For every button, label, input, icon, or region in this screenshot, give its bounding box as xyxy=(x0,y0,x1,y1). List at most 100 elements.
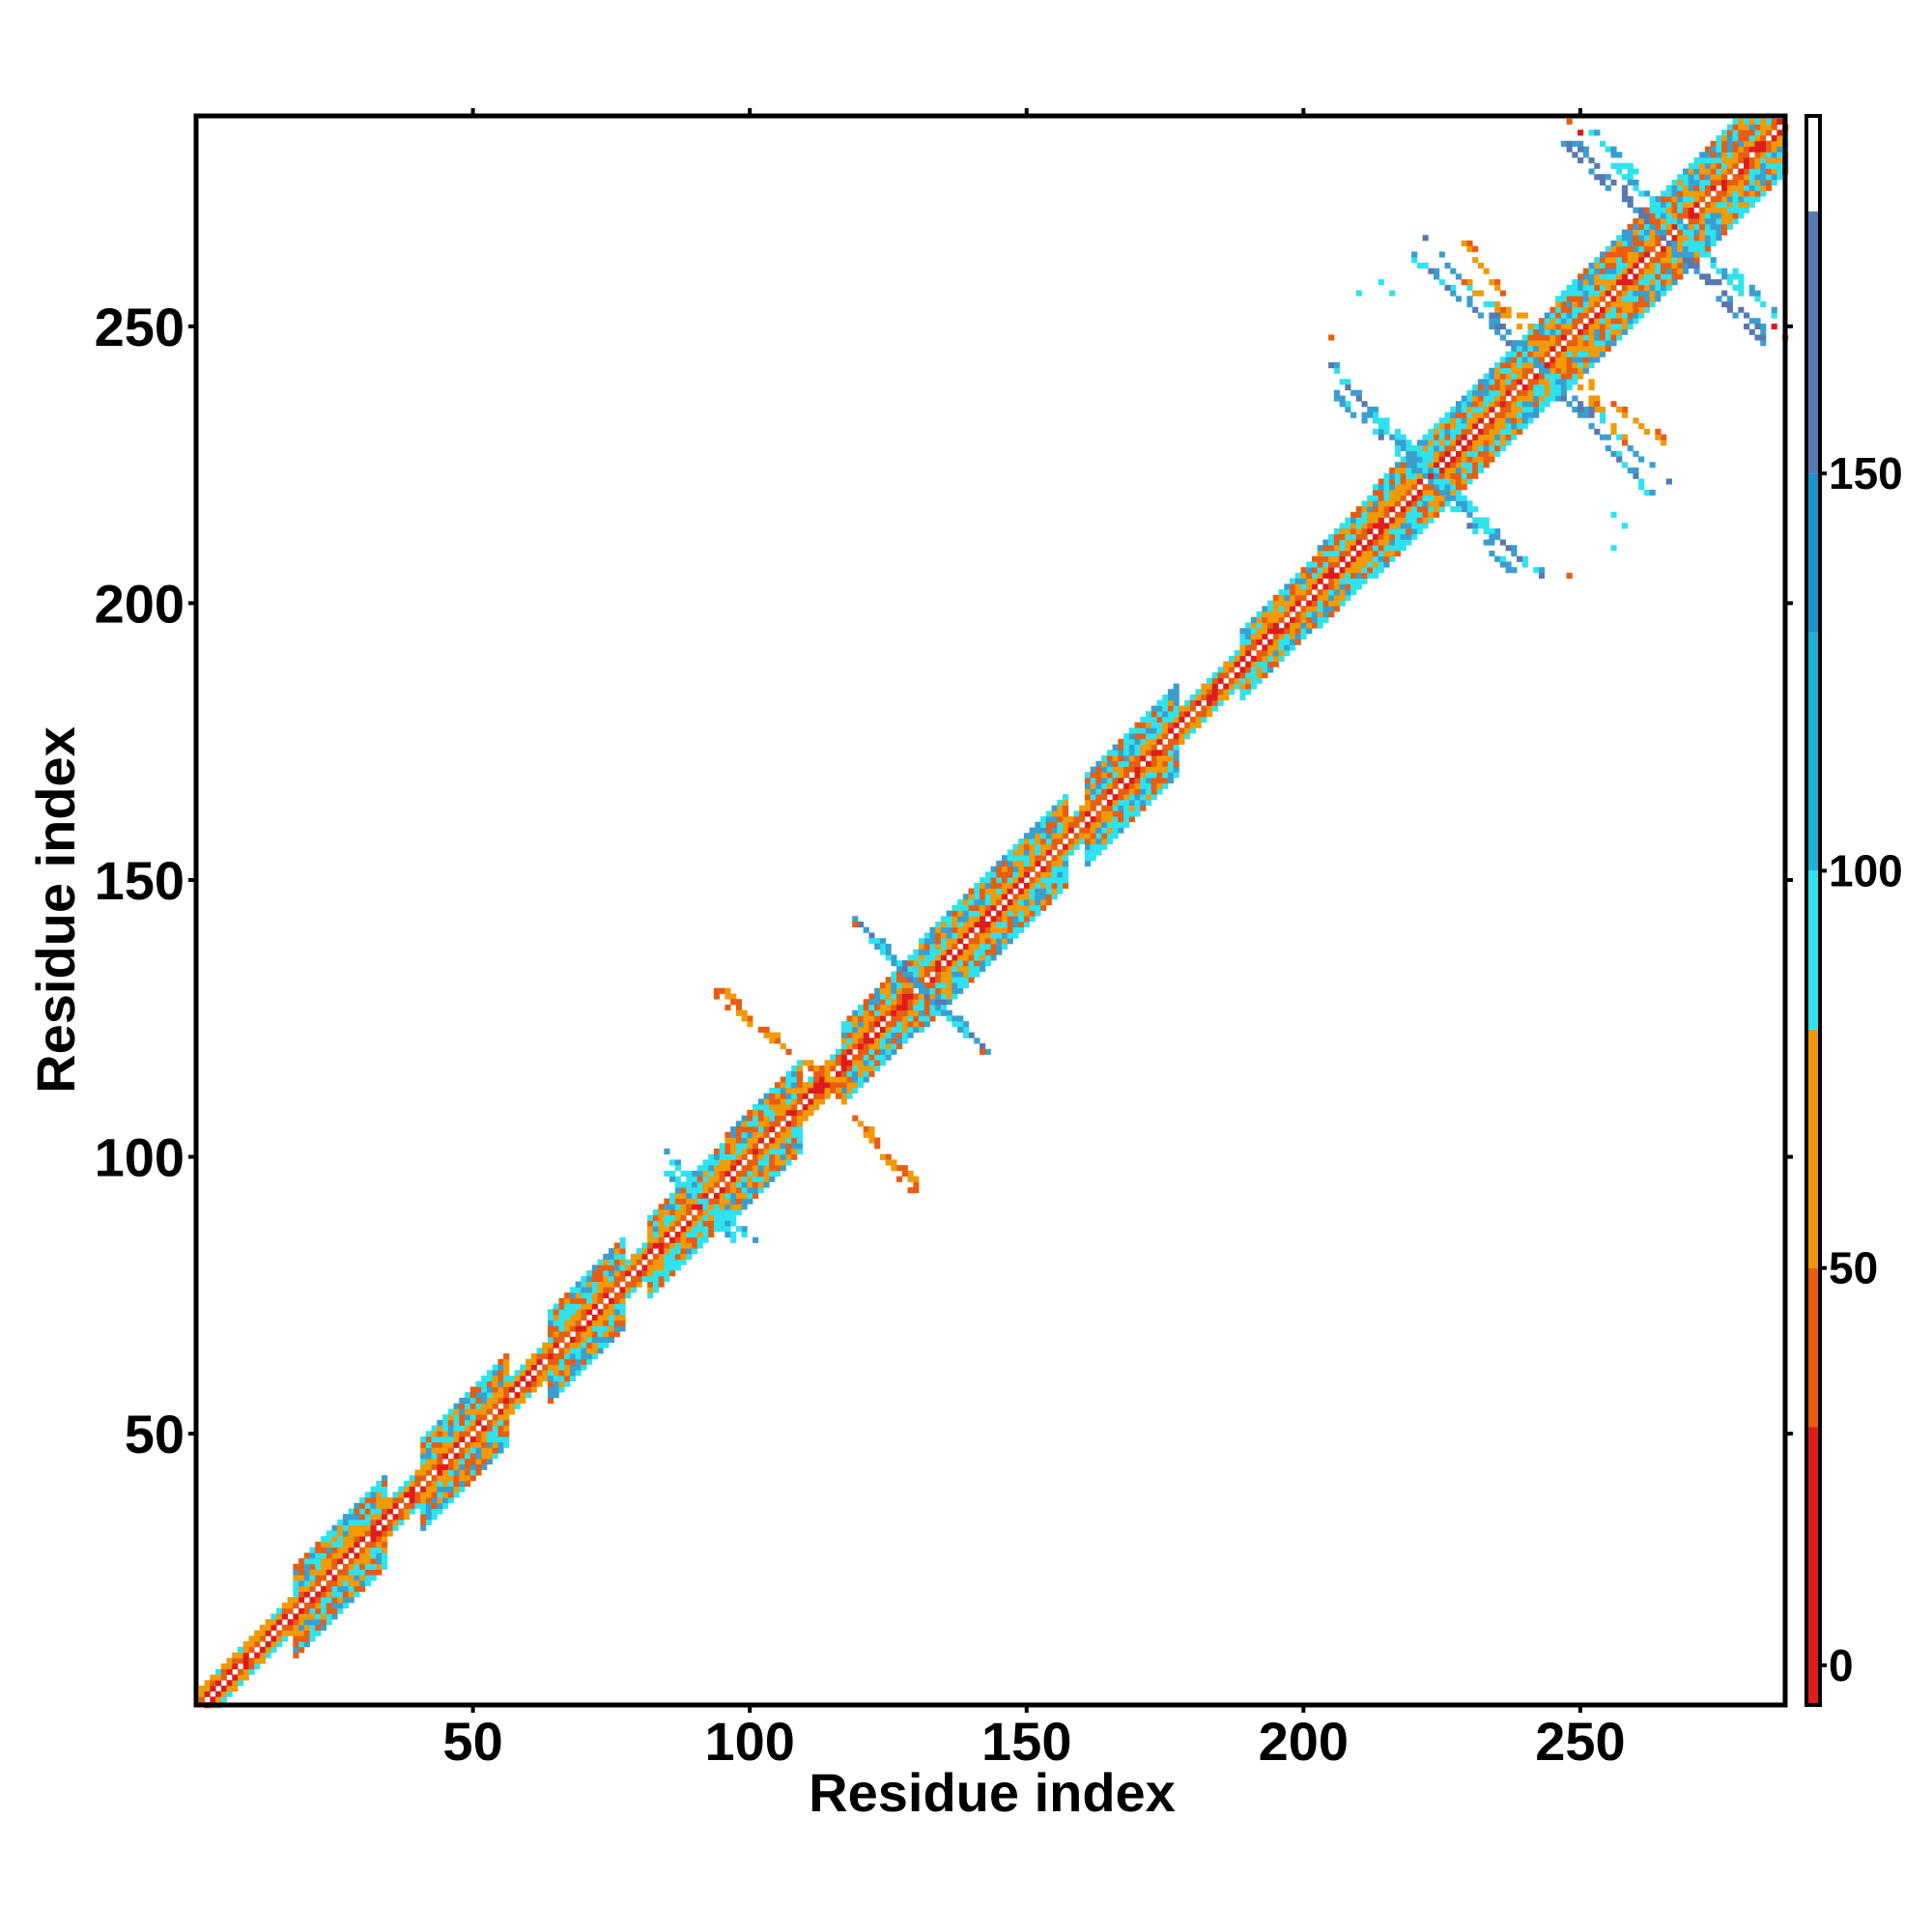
heatmap-cell xyxy=(437,1469,443,1476)
heatmap-cell xyxy=(1594,257,1601,264)
heatmap-cell xyxy=(1118,788,1124,795)
heatmap-cell xyxy=(1012,849,1019,856)
heatmap-cell xyxy=(1012,926,1019,933)
heatmap-cell xyxy=(459,1397,466,1405)
heatmap-cell xyxy=(575,1331,582,1338)
heatmap-cell xyxy=(442,1497,449,1504)
heatmap-cell xyxy=(1023,866,1031,872)
heatmap-cell xyxy=(1499,312,1506,319)
heatmap-cell xyxy=(1544,362,1550,369)
heatmap-cell xyxy=(359,1585,366,1592)
heatmap-cell xyxy=(1317,616,1323,623)
heatmap-cell xyxy=(1560,318,1567,325)
heatmap-cell xyxy=(1721,213,1728,219)
heatmap-cell xyxy=(293,1585,299,1592)
heatmap-cell xyxy=(1151,722,1157,728)
heatmap-cell xyxy=(1350,572,1357,579)
heatmap-cell xyxy=(813,1070,820,1077)
heatmap-cell xyxy=(1760,185,1767,191)
heatmap-cell xyxy=(1389,550,1396,557)
heatmap-cell xyxy=(1063,843,1069,850)
heatmap-cell xyxy=(1588,351,1595,357)
heatmap-cell xyxy=(1572,345,1578,352)
heatmap-cell xyxy=(1051,805,1058,811)
heatmap-cell xyxy=(569,1320,577,1326)
heatmap-cell xyxy=(1765,152,1773,158)
heatmap-cell xyxy=(613,1275,620,1282)
heatmap-cell xyxy=(431,1480,438,1487)
heatmap-cell xyxy=(492,1419,498,1426)
heatmap-cell xyxy=(386,1497,393,1504)
heatmap-cell xyxy=(652,1214,659,1221)
heatmap-cell xyxy=(990,938,997,945)
heatmap-cell xyxy=(1134,738,1141,745)
heatmap-cell xyxy=(1472,456,1479,463)
heatmap-cell xyxy=(669,1204,676,1210)
heatmap-cell xyxy=(1489,450,1495,457)
heatmap-cell xyxy=(1738,190,1745,197)
heatmap-cell xyxy=(1505,440,1512,446)
heatmap-cell xyxy=(237,1652,244,1659)
heatmap-cell xyxy=(370,1552,377,1559)
heatmap-cell xyxy=(303,1607,310,1614)
heatmap-cell xyxy=(586,1320,593,1326)
heatmap-cell xyxy=(1438,434,1445,440)
heatmap-cell xyxy=(708,1204,715,1210)
heatmap-cell xyxy=(1721,207,1728,213)
heatmap-cell xyxy=(320,1585,327,1592)
heatmap-cell xyxy=(1754,296,1761,302)
heatmap-cell xyxy=(337,1524,344,1531)
heatmap-cell xyxy=(1339,567,1346,574)
heatmap-cell xyxy=(503,1364,510,1371)
heatmap-cell xyxy=(780,1126,786,1133)
heatmap-cell xyxy=(1378,517,1384,524)
heatmap-cell xyxy=(929,993,936,1000)
heatmap-cell xyxy=(265,1652,271,1659)
heatmap-cell xyxy=(891,987,897,994)
heatmap-cell xyxy=(791,1098,798,1105)
heatmap-cell xyxy=(813,1104,820,1111)
heatmap-cell xyxy=(1688,229,1694,236)
heatmap-cell xyxy=(1394,523,1402,529)
heatmap-cell xyxy=(497,1386,504,1393)
heatmap-cell xyxy=(1455,500,1463,507)
heatmap-cell xyxy=(1699,235,1706,242)
heatmap-cell xyxy=(442,1486,449,1492)
heatmap-cell xyxy=(918,977,925,983)
heatmap-cell xyxy=(868,999,875,1006)
heatmap-cell xyxy=(1134,805,1141,811)
heatmap-cell xyxy=(652,1220,659,1227)
heatmap-cell xyxy=(918,965,925,972)
heatmap-cell xyxy=(1140,755,1147,762)
heatmap-cell xyxy=(669,1270,676,1277)
heatmap-cell xyxy=(386,1524,393,1531)
heatmap-cell xyxy=(935,982,942,989)
heatmap-cell xyxy=(1411,528,1418,535)
heatmap-cell xyxy=(1738,201,1745,208)
heatmap-cell xyxy=(359,1530,366,1537)
heatmap-cell xyxy=(1704,152,1712,158)
heatmap-cell xyxy=(1167,772,1175,779)
heatmap-cell xyxy=(1566,351,1573,357)
heatmap-cell xyxy=(403,1514,411,1520)
heatmap-cell xyxy=(603,1264,610,1271)
heatmap-cell xyxy=(1416,262,1423,270)
heatmap-cell xyxy=(901,1026,908,1033)
heatmap-cell xyxy=(1655,273,1662,280)
heatmap-cell xyxy=(1721,146,1728,153)
heatmap-cell xyxy=(1311,555,1319,562)
heatmap-cell xyxy=(636,1253,642,1260)
heatmap-cell xyxy=(763,1126,770,1133)
heatmap-cell xyxy=(1572,284,1578,291)
heatmap-cell xyxy=(1721,190,1728,197)
heatmap-cell xyxy=(935,949,942,955)
heatmap-cell xyxy=(1450,478,1457,485)
heatmap-cell xyxy=(1411,456,1418,463)
heatmap-cell xyxy=(1207,677,1213,684)
heatmap-cell xyxy=(980,894,986,900)
heatmap-cell xyxy=(1400,511,1406,518)
heatmap-cell xyxy=(1422,511,1429,518)
heatmap-cell xyxy=(1029,894,1036,900)
heatmap-cell xyxy=(331,1541,338,1548)
heatmap-cell xyxy=(868,1048,875,1055)
